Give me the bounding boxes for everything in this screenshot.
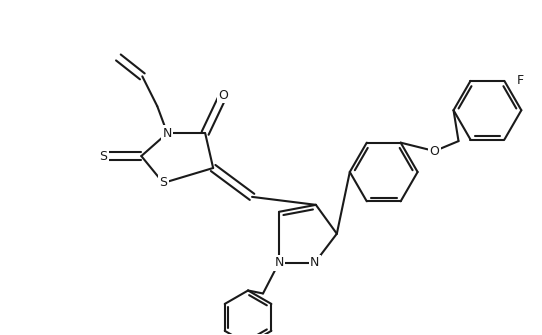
Text: F: F [517,74,524,87]
Text: O: O [218,89,228,102]
Text: N: N [274,256,283,269]
Text: S: S [159,177,167,189]
Text: O: O [430,145,440,157]
Text: N: N [163,127,172,140]
Text: N: N [310,256,320,269]
Text: S: S [99,149,107,162]
